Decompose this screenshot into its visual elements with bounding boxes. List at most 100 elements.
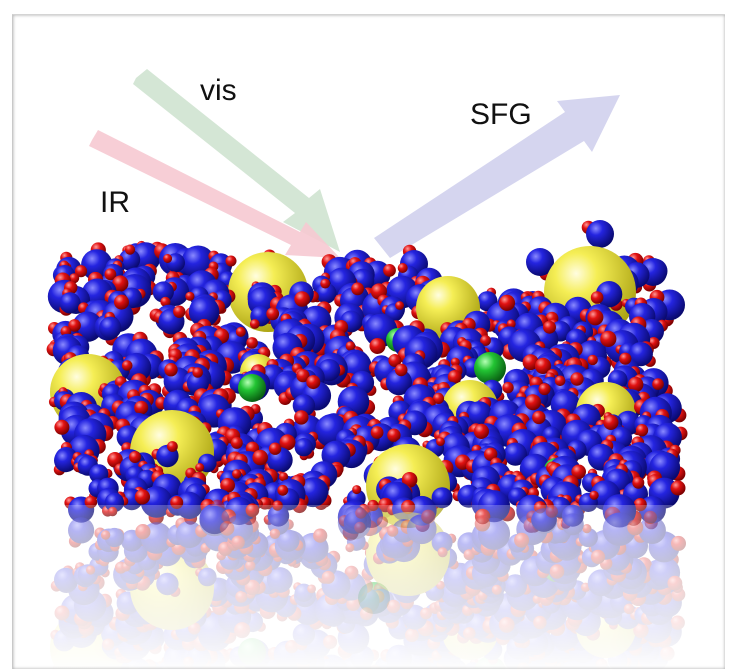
hydrogen-atom (506, 319, 516, 329)
hydrogen-atom (450, 357, 460, 367)
hydrogen-atom (278, 472, 289, 482)
hydrogen-atom (652, 378, 664, 390)
hydrogen-atom (74, 265, 88, 278)
hydrogen-atom (54, 419, 70, 435)
anion-sphere (474, 352, 506, 384)
hydrogen-atom (185, 291, 195, 301)
hydrogen-atom (480, 335, 491, 346)
hydrogen-atom (534, 357, 552, 374)
beam-vis (133, 69, 340, 252)
hydrogen-atom (570, 372, 584, 386)
hydrogen-atom (532, 410, 546, 425)
hydrogen-atom (600, 330, 617, 347)
hydrogen-atom (394, 363, 408, 377)
hydrogen-atom (387, 428, 401, 442)
oxygen-atom (503, 442, 527, 466)
hydrogen-atom (543, 320, 556, 334)
oxygen-atom (188, 296, 220, 328)
oxygen-atom (152, 281, 174, 303)
hydrogen-atom (447, 370, 462, 384)
oxygen-atom (628, 342, 653, 367)
hydrogen-atom (320, 278, 331, 289)
label-ir: IR (100, 186, 130, 219)
hydrogen-atom (173, 305, 186, 318)
hydrogen-atom (277, 484, 289, 496)
hydrogen-atom (388, 354, 402, 367)
oxygen-atom (54, 448, 78, 473)
beams (89, 69, 620, 258)
oxygen-atom (59, 292, 81, 314)
hydrogen-atom (306, 375, 321, 390)
hydrogen-atom (632, 476, 645, 489)
hydrogen-atom (397, 263, 408, 273)
hydrogen-atom (395, 301, 404, 310)
hydrogen-atom (225, 255, 237, 267)
hydrogen-atom (220, 478, 236, 493)
hydrogen-atom (104, 268, 117, 281)
hydrogen-atom (114, 294, 129, 310)
hydrogen-atom (628, 376, 644, 393)
hydrogen-atom (121, 360, 133, 371)
hydrogen-atom (538, 383, 551, 396)
hydrogen-atom (294, 410, 309, 425)
hydrogen-atom (498, 294, 516, 311)
oxygen-atom (118, 249, 141, 271)
hydrogen-atom (163, 254, 173, 263)
label-sfg: SFG (470, 98, 532, 131)
oxygen-atom (294, 438, 313, 457)
oxygen-atom (586, 220, 614, 248)
hydrogen-atom (554, 375, 566, 387)
hydrogen-atom (232, 469, 242, 479)
oxygen-atom (595, 281, 623, 308)
oxygen-atom (526, 248, 554, 276)
hydrogen-atom (473, 423, 489, 439)
hydrogen-atom (436, 437, 445, 446)
beam-ir (89, 130, 340, 258)
hydrogen-atom (589, 490, 599, 500)
hydrogen-atom (670, 480, 686, 496)
hydrogen-atom (525, 394, 541, 411)
hydrogen-atom (345, 341, 356, 351)
hydrogen-atom (112, 275, 129, 292)
oxygen-atom (431, 487, 453, 509)
hydrogen-atom (230, 436, 243, 449)
hydrogen-atom (160, 296, 171, 307)
hydrogen-atom (246, 337, 258, 349)
hydrogen-atom (383, 264, 396, 277)
beam-sfg (374, 95, 620, 258)
label-vis: vis (200, 74, 237, 107)
hydrogen-atom (268, 442, 282, 455)
hydrogen-atom (266, 307, 280, 321)
anion-sphere (238, 374, 266, 402)
hydrogen-atom (370, 426, 384, 439)
hydrogen-atom (134, 400, 149, 415)
hydrogen-atom (129, 451, 141, 463)
hydrogen-atom (124, 244, 136, 255)
hydrogen-atom (603, 414, 619, 430)
hydrogen-atom (522, 354, 539, 371)
hydrogen-atom (296, 369, 310, 383)
hydrogen-atom (590, 291, 604, 304)
hydrogen-atom (352, 485, 362, 495)
hydrogen-atom (432, 392, 445, 404)
hydrogen-atom (279, 434, 296, 451)
hydrogen-atom (484, 447, 498, 461)
hydrogen-atom (69, 273, 80, 284)
hydrogen-atom (369, 338, 386, 354)
oxygen-atom (315, 283, 337, 304)
hydrogen-atom (252, 449, 268, 466)
hydrogen-atom (294, 291, 310, 307)
hydrogen-atom (401, 472, 418, 488)
hydrogen-atom (587, 354, 598, 366)
hydrogen-atom (635, 424, 649, 437)
water-molecules (46, 220, 688, 614)
reflection-fade (14, 505, 724, 671)
hydrogen-atom (351, 282, 364, 296)
hydrogen-atom (502, 381, 514, 394)
hydrogen-atom (164, 363, 178, 377)
hydrogen-atom (249, 319, 260, 329)
oxygen-atom (99, 316, 122, 339)
hydrogen-atom (235, 326, 246, 337)
